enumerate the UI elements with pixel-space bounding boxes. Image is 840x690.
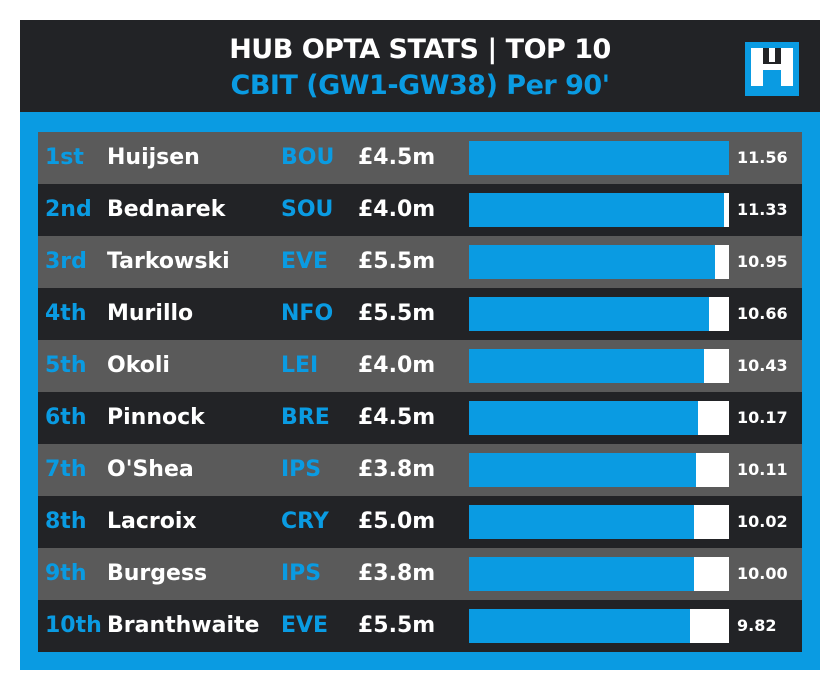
player-price: £5.0m (358, 509, 436, 534)
bar-track (469, 141, 729, 175)
value-label: 10.17 (737, 408, 788, 427)
value-label: 10.02 (737, 512, 788, 531)
player-price: £3.8m (358, 457, 436, 482)
bar-track (469, 349, 729, 383)
player-name: Bednarek (107, 197, 226, 222)
table-row: 3rd Tarkowski EVE £5.5m 10.95 (38, 236, 802, 288)
table-row: 1st Huijsen BOU £4.5m 11.56 (38, 132, 802, 184)
value-label: 10.43 (737, 356, 788, 375)
table-row: 5th Okoli LEI £4.0m 10.43 (38, 340, 802, 392)
bar-track (469, 557, 729, 591)
bar-track (469, 297, 729, 331)
bar-track (469, 245, 729, 279)
player-price: £5.5m (358, 249, 436, 274)
value-label: 10.66 (737, 304, 788, 323)
bar-track (469, 609, 729, 643)
player-price: £4.5m (358, 405, 436, 430)
rank-label: 5th (45, 353, 87, 378)
rank-label: 1st (45, 145, 84, 170)
player-name: Branthwaite (107, 613, 260, 638)
player-name: Okoli (107, 353, 170, 378)
bar-fill (469, 453, 697, 487)
player-price: £5.5m (358, 301, 436, 326)
player-name: Lacroix (107, 509, 197, 534)
table-row: 7th O'Shea IPS £3.8m 10.11 (38, 444, 802, 496)
bar-track (469, 505, 729, 539)
team-code: CRY (281, 509, 329, 534)
team-code: EVE (281, 613, 329, 638)
player-name: Huijsen (107, 145, 200, 170)
rank-label: 3rd (45, 249, 87, 274)
table-row: 8th Lacroix CRY £5.0m 10.02 (38, 496, 802, 548)
value-label: 11.56 (737, 148, 788, 167)
bar-fill (469, 401, 698, 435)
team-code: EVE (281, 249, 329, 274)
value-label: 11.33 (737, 200, 788, 219)
rank-label: 8th (45, 509, 87, 534)
bar-track (469, 193, 729, 227)
bar-track (469, 453, 729, 487)
page-subtitle: CBIT (GW1-GW38) Per 90' (230, 70, 610, 101)
stats-card: HUB OPTA STATS | TOP 10 CBIT (GW1-GW38) … (20, 20, 820, 670)
team-code: BOU (281, 145, 335, 170)
hub-logo-icon (745, 42, 799, 96)
rank-label: 7th (45, 457, 87, 482)
bar-fill (469, 349, 704, 383)
table-row: 6th Pinnock BRE £4.5m 10.17 (38, 392, 802, 444)
bar-track (469, 401, 729, 435)
bar-fill (469, 297, 709, 331)
page-title: HUB OPTA STATS | TOP 10 (229, 34, 611, 65)
player-name: Burgess (107, 561, 208, 586)
table-row: 2nd Bednarek SOU £4.0m 11.33 (38, 184, 802, 236)
value-label: 10.00 (737, 564, 788, 583)
player-price: £4.0m (358, 353, 436, 378)
bar-fill (469, 193, 724, 227)
player-name: O'Shea (107, 457, 194, 482)
table-row: 10th Branthwaite EVE £5.5m 9.82 (38, 600, 802, 652)
rank-label: 10th (45, 613, 102, 638)
player-price: £4.5m (358, 145, 436, 170)
player-name: Murillo (107, 301, 194, 326)
rank-label: 4th (45, 301, 87, 326)
rank-label: 2nd (45, 197, 92, 222)
ranking-table: 1st Huijsen BOU £4.5m 11.56 2nd Bednarek SOU £4.… (38, 132, 802, 652)
value-label: 9.82 (737, 616, 777, 635)
value-label: 10.11 (737, 460, 788, 479)
bar-fill (469, 505, 695, 539)
bar-fill (469, 557, 694, 591)
player-name: Pinnock (107, 405, 205, 430)
rank-label: 9th (45, 561, 87, 586)
bar-fill (469, 609, 690, 643)
bar-fill (469, 245, 716, 279)
player-price: £4.0m (358, 197, 436, 222)
team-code: SOU (281, 197, 334, 222)
team-code: BRE (281, 405, 330, 430)
team-code: IPS (281, 561, 322, 586)
rank-label: 6th (45, 405, 87, 430)
team-code: LEI (281, 353, 319, 378)
bar-fill (469, 141, 729, 175)
header: HUB OPTA STATS | TOP 10 CBIT (GW1-GW38) … (20, 20, 820, 112)
team-code: IPS (281, 457, 322, 482)
table-row: 4th Murillo NFO £5.5m 10.66 (38, 288, 802, 340)
table-row: 9th Burgess IPS £3.8m 10.00 (38, 548, 802, 600)
player-price: £5.5m (358, 613, 436, 638)
team-code: NFO (281, 301, 334, 326)
value-label: 10.95 (737, 252, 788, 271)
player-name: Tarkowski (107, 249, 230, 274)
player-price: £3.8m (358, 561, 436, 586)
